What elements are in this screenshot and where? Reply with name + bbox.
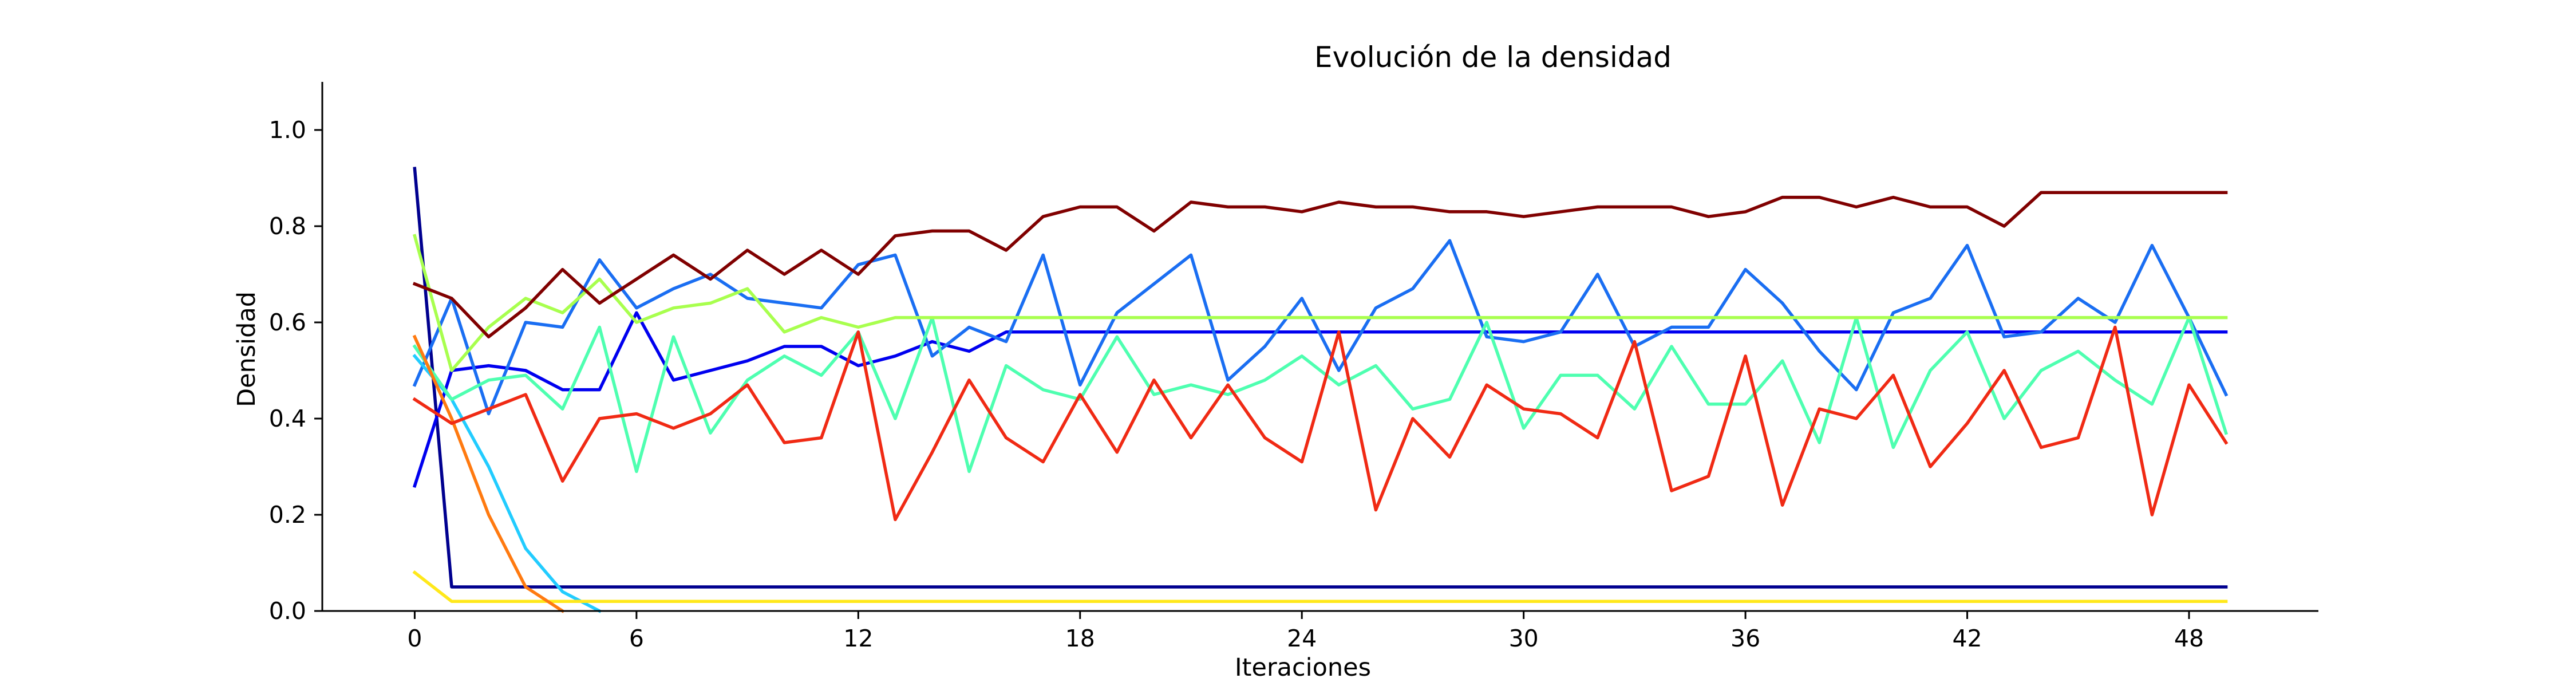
y-tick-label: 0.4: [269, 405, 306, 432]
series-line-6: [413, 234, 2228, 372]
y-tick-label: 0.6: [269, 309, 306, 336]
x-tick-label: 42: [1952, 625, 1982, 652]
y-tick-label: 0.8: [269, 212, 306, 240]
series-layer: [412, 167, 2229, 613]
series-line-9: [412, 325, 2229, 522]
x-tick-label: 0: [407, 625, 422, 652]
series-line-7: [412, 570, 2228, 603]
x-tick-label: 18: [1065, 625, 1095, 652]
series-line-10: [412, 191, 2228, 338]
x-tick-label: 6: [629, 625, 644, 652]
y-axis-label: Densidad: [232, 291, 261, 407]
chart-title: Evolución de la densidad: [1314, 41, 1672, 74]
axes-layer: [321, 82, 2318, 612]
x-tick-label: 30: [1509, 625, 1539, 652]
y-tick-label: 1.0: [269, 116, 306, 144]
x-tick-label: 36: [1730, 625, 1760, 652]
series-line-3: [412, 239, 2229, 416]
series-line-5: [412, 316, 2229, 474]
y-tick-label: 0.0: [269, 597, 306, 625]
ticks-layer: 0 6 12 18 24 30 36 42 48 0.0 0.2 0.4 0.6 0.8 1.0: [269, 116, 2204, 652]
series-line-8: [412, 334, 565, 613]
x-axis-label: Iteraciones: [1235, 653, 1371, 682]
y-tick-label: 0.2: [269, 501, 306, 529]
x-tick-label: 48: [2174, 625, 2204, 652]
x-tick-label: 12: [843, 625, 873, 652]
x-tick-label: 24: [1287, 625, 1317, 652]
series-line-1: [413, 167, 2228, 589]
